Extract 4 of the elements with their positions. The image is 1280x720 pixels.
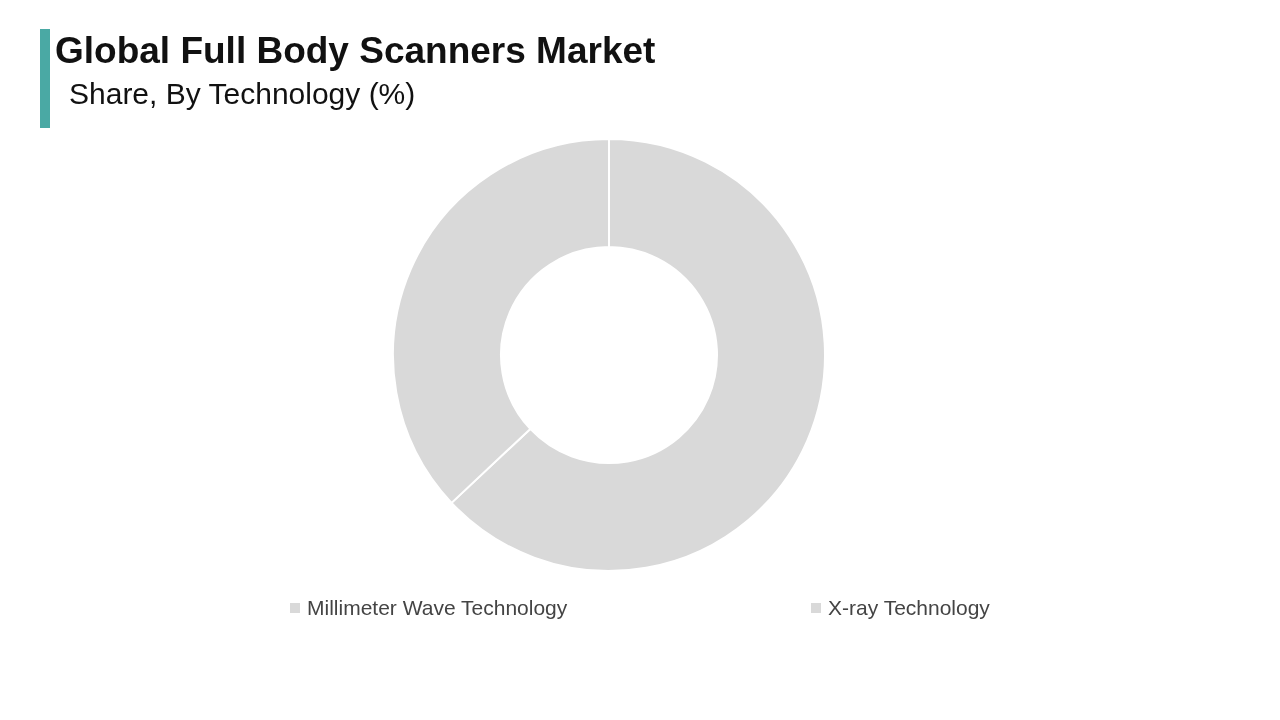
chart-title: Global Full Body Scanners Market [55, 30, 656, 72]
chart-subtitle: Share, By Technology (%) [69, 77, 416, 111]
legend-label: X-ray Technology [828, 596, 990, 620]
legend-label: Millimeter Wave Technology [307, 596, 568, 620]
